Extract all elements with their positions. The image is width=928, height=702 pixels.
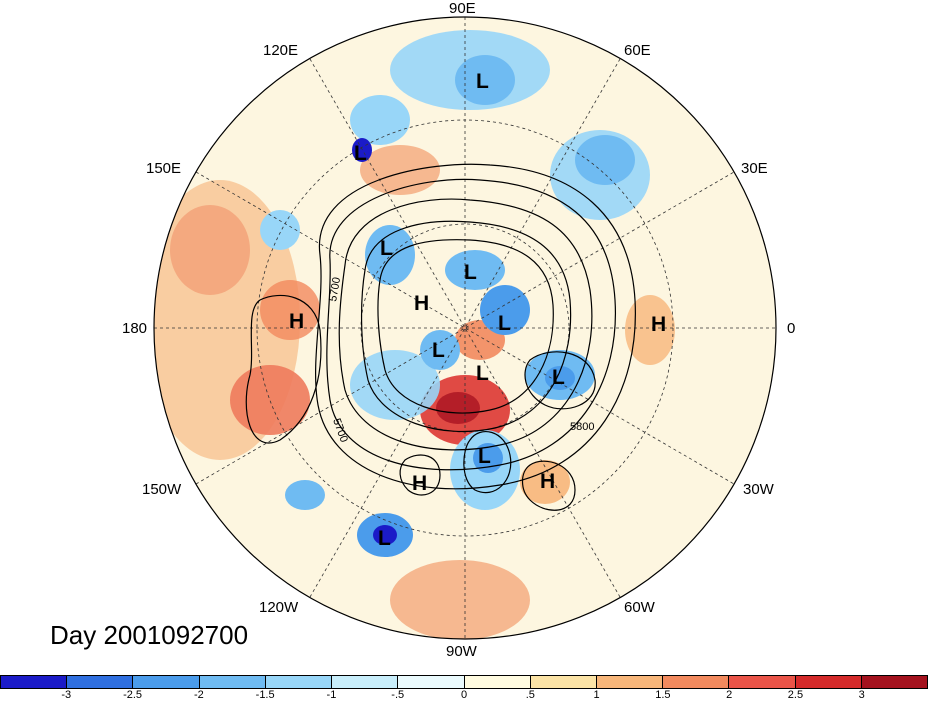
colorbar-tick-label: 1 bbox=[593, 689, 600, 701]
colorbar-tick-label: 2.5 bbox=[787, 689, 804, 701]
high-marker: H bbox=[289, 310, 304, 333]
contour-label: 5800 bbox=[570, 421, 594, 433]
low-marker: L bbox=[476, 362, 489, 385]
colorbar-cell bbox=[663, 676, 730, 688]
low-marker: L bbox=[552, 366, 565, 389]
longitude-label: 150E bbox=[146, 160, 182, 177]
low-marker: L bbox=[476, 70, 489, 93]
longitude-label: 90W bbox=[446, 643, 477, 660]
colorbar-tick-label: -3 bbox=[61, 689, 72, 701]
colorbar-tick-label: -2 bbox=[193, 689, 204, 701]
high-marker: H bbox=[540, 470, 555, 493]
graticule bbox=[154, 17, 776, 639]
height-contours bbox=[245, 163, 636, 511]
contour-label-group: 5700 5700 5800 bbox=[327, 276, 594, 444]
longitude-label: 90E bbox=[449, 0, 476, 17]
colorbar-cell bbox=[265, 676, 333, 688]
colorbar-cell bbox=[67, 676, 134, 688]
contour-label: 5700 bbox=[327, 276, 343, 302]
pressure-markers: L L L L L L L L L L H H H H H bbox=[289, 70, 666, 550]
colorbar-tick-label: 1.5 bbox=[655, 689, 671, 701]
longitude-label: 150W bbox=[142, 481, 182, 498]
longitude-label: 30W bbox=[743, 481, 774, 498]
anomaly-field bbox=[154, 30, 675, 639]
low-marker: L bbox=[464, 261, 477, 284]
polar-map: 5700 5700 5800 L L L L L L L L L L H H H… bbox=[153, 16, 777, 640]
colorbar-cell bbox=[795, 676, 862, 688]
colorbar-cell bbox=[332, 676, 399, 688]
low-marker: L bbox=[498, 312, 511, 335]
high-marker: H bbox=[412, 472, 427, 495]
colorbar-cell bbox=[530, 676, 597, 688]
longitude-label: 0 bbox=[787, 320, 796, 337]
low-marker: L bbox=[478, 445, 491, 468]
colorbar-tick-label: 2 bbox=[726, 689, 733, 701]
longitude-label: 120E bbox=[263, 42, 299, 59]
colorbar-tick-label: 0 bbox=[460, 689, 468, 701]
longitude-label: 30E bbox=[741, 160, 768, 177]
colorbar-tick-label: -1 bbox=[326, 689, 337, 701]
longitude-label: 60W bbox=[624, 599, 655, 616]
high-marker: H bbox=[414, 292, 429, 315]
colorbar-cell bbox=[133, 676, 200, 688]
colorbar bbox=[0, 675, 928, 689]
colorbar-tick-label: 3 bbox=[858, 689, 865, 701]
colorbar-cell bbox=[199, 676, 266, 688]
low-marker: L bbox=[378, 527, 391, 550]
colorbar-cell bbox=[464, 676, 531, 688]
colorbar-tick-label: -.5 bbox=[391, 689, 405, 701]
colorbar-cell bbox=[398, 676, 465, 688]
colorbar-cell bbox=[1, 676, 68, 688]
colorbar-cell bbox=[596, 676, 664, 688]
colorbar-tick-label: -2.5 bbox=[123, 689, 143, 701]
colorbar-cell bbox=[861, 676, 928, 688]
longitude-label: 120W bbox=[259, 599, 299, 616]
longitude-label: 60E bbox=[624, 42, 651, 59]
date-title: Day 2001092700 bbox=[50, 620, 249, 650]
colorbar-tick-label: -1.5 bbox=[255, 689, 275, 701]
colorbar-cell bbox=[729, 676, 796, 688]
low-marker: L bbox=[354, 142, 367, 165]
globe-outline bbox=[153, 16, 777, 640]
low-marker: L bbox=[380, 237, 393, 260]
high-marker: H bbox=[651, 313, 666, 336]
low-marker: L bbox=[432, 339, 445, 362]
longitude-label: 180 bbox=[122, 320, 148, 337]
colorbar-tick-label: .5 bbox=[525, 689, 535, 701]
